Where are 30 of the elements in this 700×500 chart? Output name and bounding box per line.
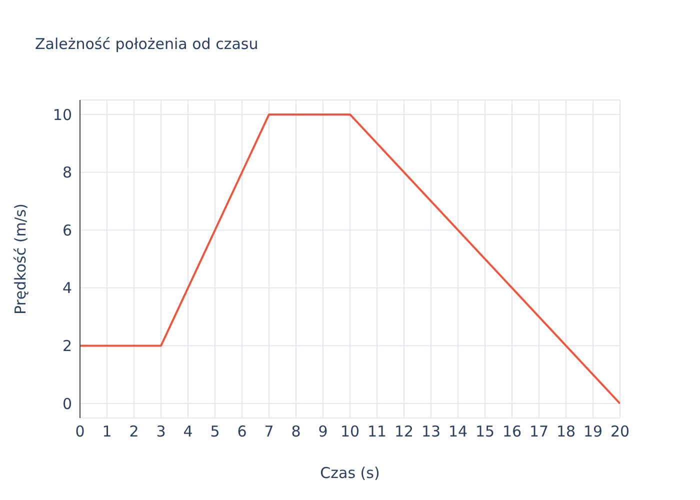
x-tick-label: 19 bbox=[583, 422, 603, 441]
x-tick-label: 0 bbox=[75, 422, 85, 441]
x-tick-label: 15 bbox=[475, 422, 495, 441]
x-tick-label: 17 bbox=[529, 422, 549, 441]
x-tick-label: 7 bbox=[264, 422, 274, 441]
x-tick-label: 20 bbox=[610, 422, 630, 441]
x-tick-label: 2 bbox=[129, 422, 139, 441]
y-tick-label: 8 bbox=[62, 164, 72, 182]
y-tick-label: 4 bbox=[62, 279, 72, 298]
x-tick-label: 9 bbox=[318, 422, 328, 441]
x-tick-label: 18 bbox=[556, 422, 576, 441]
y-tick-label: 2 bbox=[62, 337, 72, 356]
x-tick-label: 8 bbox=[291, 422, 301, 441]
chart-title: Zależność położenia od czasu bbox=[35, 35, 258, 53]
x-tick-label: 14 bbox=[448, 422, 468, 441]
x-tick-label: 1 bbox=[102, 422, 112, 441]
x-tick-label: 5 bbox=[210, 422, 220, 441]
y-tick-label: 0 bbox=[62, 394, 72, 413]
x-tick-label: 4 bbox=[183, 422, 193, 441]
x-tick-label: 6 bbox=[237, 422, 247, 441]
y-tick-label: 6 bbox=[62, 221, 72, 240]
x-axis-title: Czas (s) bbox=[320, 464, 380, 482]
x-tick-label: 16 bbox=[502, 422, 522, 441]
y-tick-label: 10 bbox=[52, 106, 72, 124]
x-tick-label: 11 bbox=[367, 422, 387, 441]
x-tick-label: 3 bbox=[156, 422, 166, 441]
x-tick-label: 13 bbox=[421, 422, 441, 441]
x-tick-label: 12 bbox=[394, 422, 414, 441]
x-tick-label: 10 bbox=[340, 422, 360, 441]
y-axis-title: Prędkość (m/s) bbox=[11, 203, 30, 315]
